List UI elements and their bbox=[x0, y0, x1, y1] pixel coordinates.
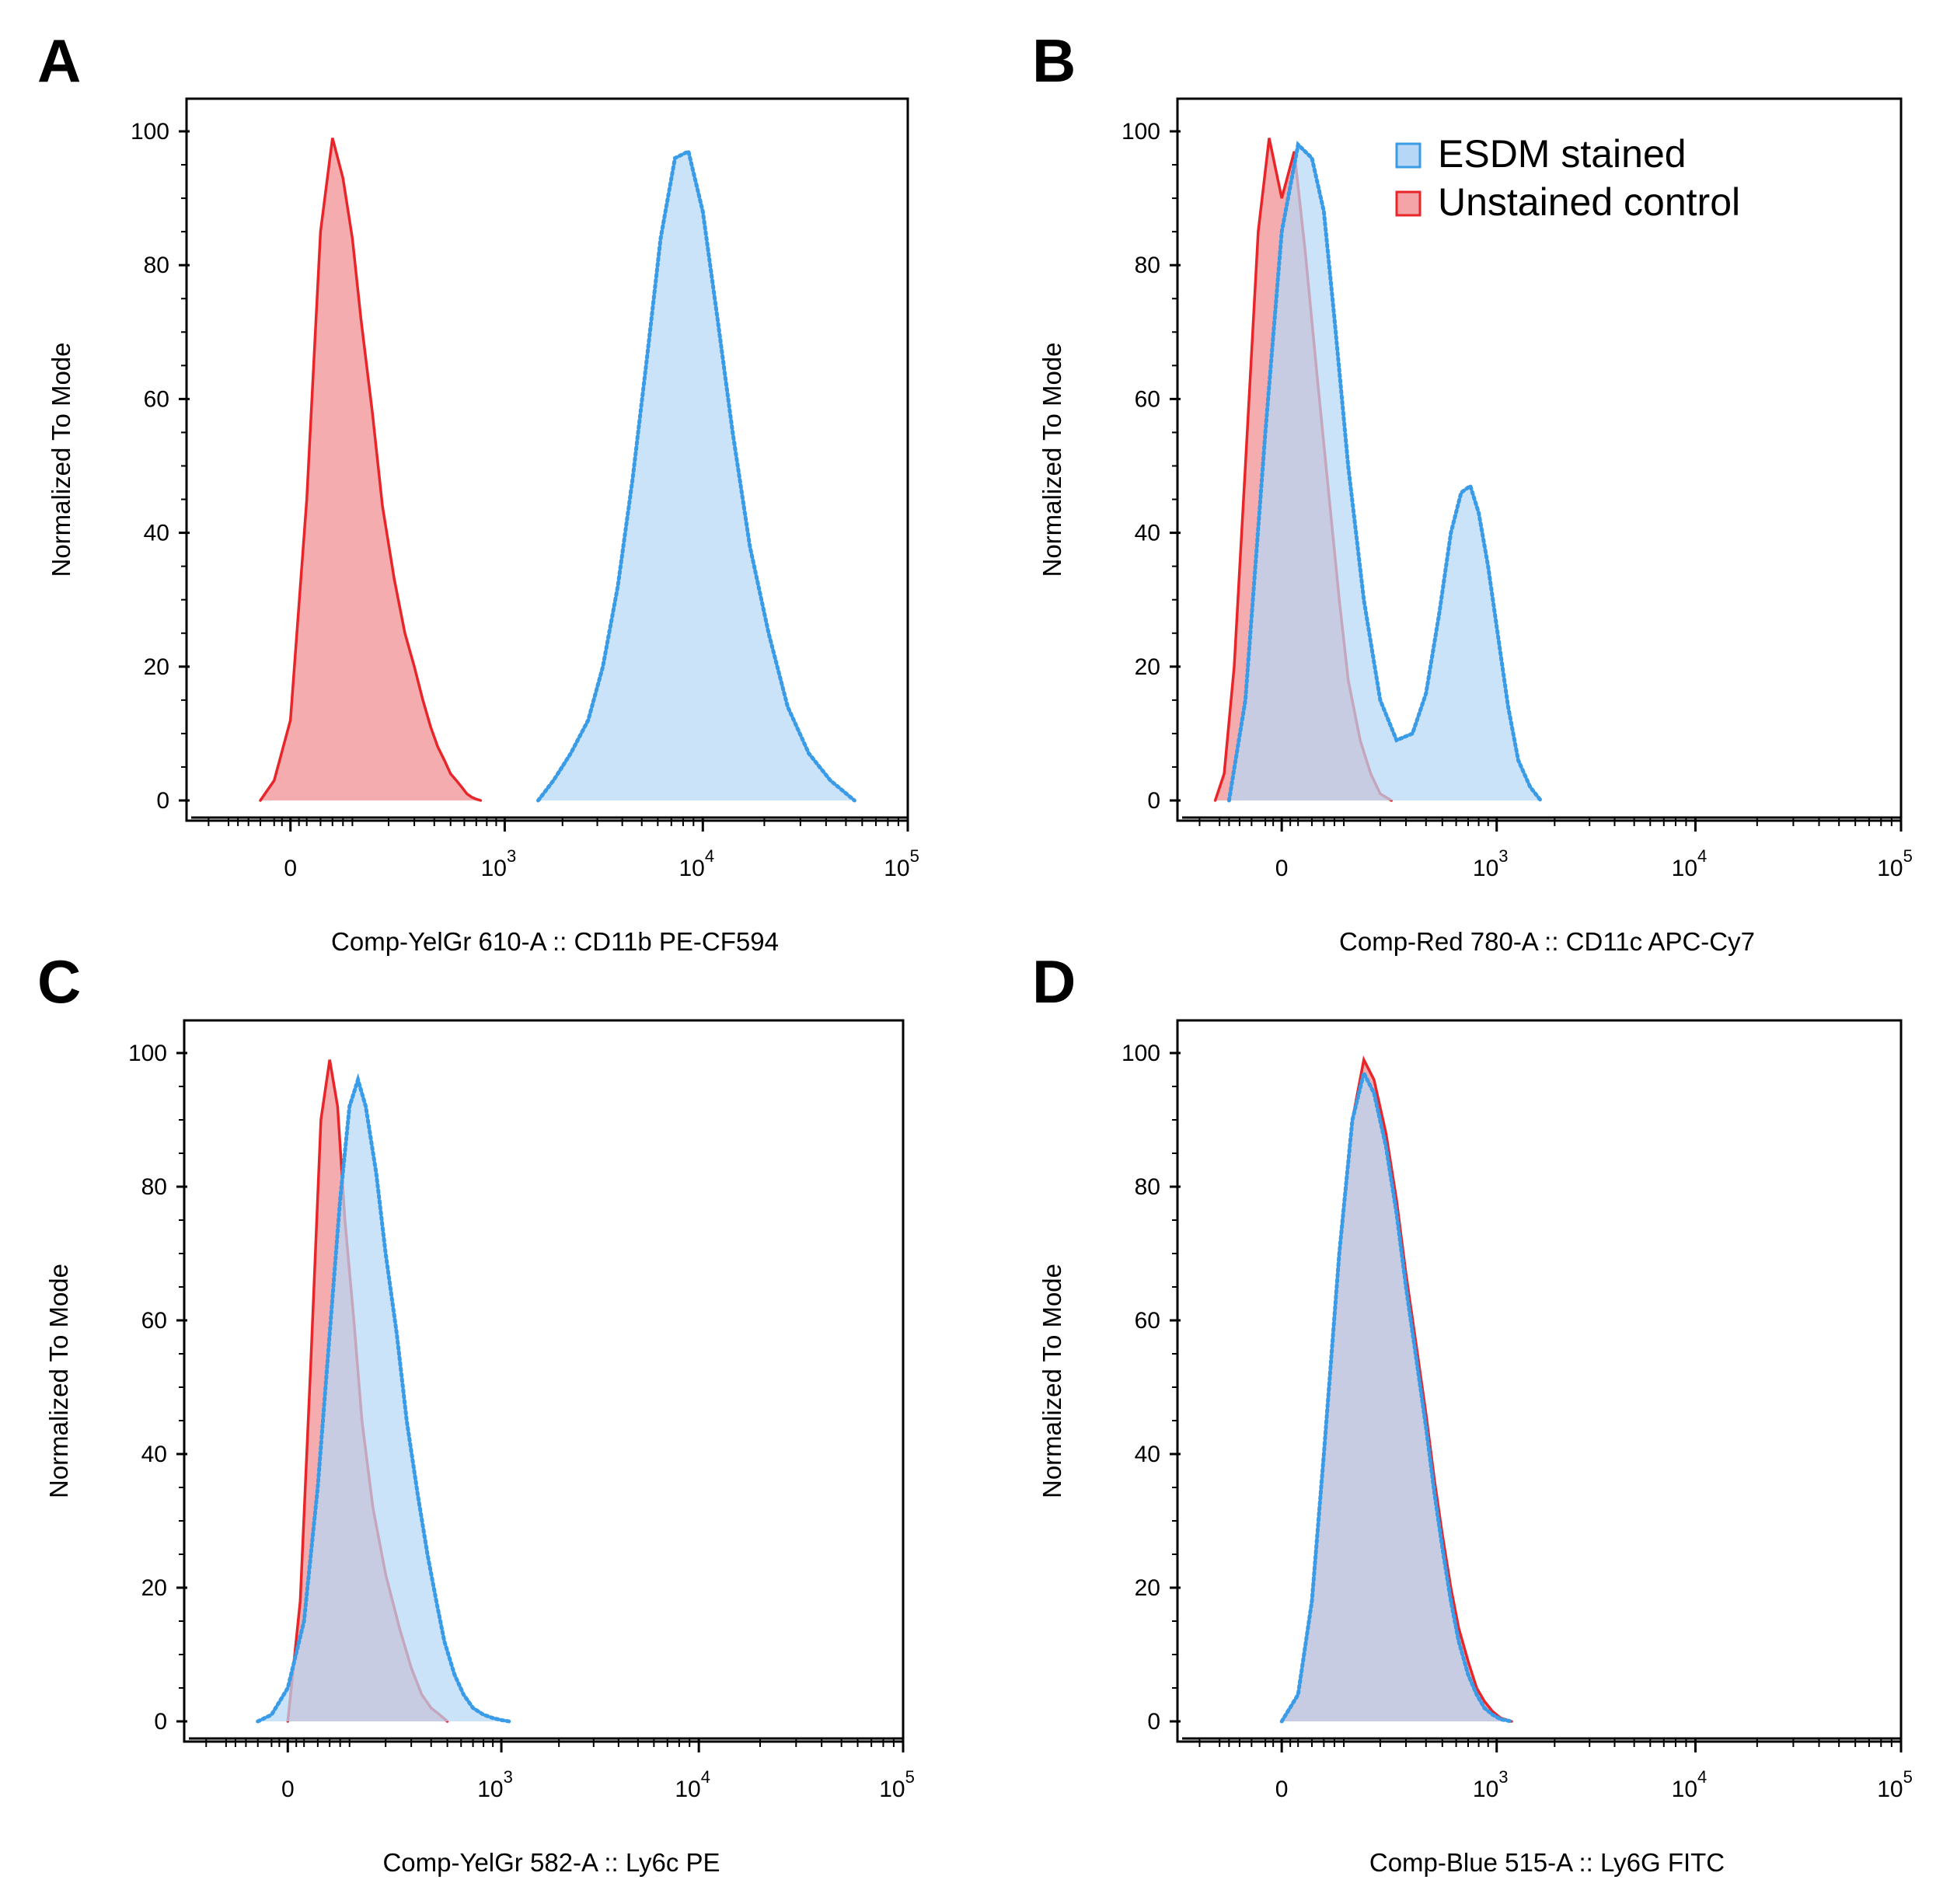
y-tick-label: 60 bbox=[141, 1308, 167, 1334]
series-line-esdm-stained bbox=[1279, 1067, 1514, 1724]
y-tick-label: 80 bbox=[1135, 253, 1160, 278]
y-tick-label: 60 bbox=[1135, 386, 1160, 412]
chart-panel-a: A 0 20 40 60 80 100 0 103 104 105 Comp-YelGr 610-A … bbox=[37, 26, 919, 956]
y-tick-label: 100 bbox=[131, 119, 169, 145]
y-tick-label: 60 bbox=[144, 386, 169, 412]
y-tick-label: 0 bbox=[156, 788, 169, 814]
x-tick-label: 103 bbox=[1473, 1767, 1509, 1802]
y-tick-label: 20 bbox=[1135, 1575, 1160, 1601]
y-tick-label: 20 bbox=[144, 654, 169, 680]
legend-swatch bbox=[1395, 190, 1421, 217]
y-tick-label: 100 bbox=[1121, 1041, 1160, 1066]
y-tick-label: 0 bbox=[154, 1709, 167, 1735]
plot-frame bbox=[1176, 1019, 1903, 1743]
chart-panel-d: D 0 20 40 60 80 100 0 103 104 105 Comp-Blue 515-A :… bbox=[1032, 947, 1913, 1877]
x-tick-label: 0 bbox=[1275, 1777, 1289, 1802]
panel-letter: D bbox=[1032, 947, 1076, 1016]
x-tick-label: 0 bbox=[284, 856, 297, 881]
x-tick-label: 105 bbox=[1877, 846, 1913, 881]
x-tick-label: 104 bbox=[1672, 1767, 1708, 1802]
y-axis-title: Normalized To Mode bbox=[1038, 1264, 1066, 1498]
x-tick-label: 103 bbox=[1473, 846, 1509, 881]
y-axis-title: Normalized To Mode bbox=[44, 1264, 73, 1498]
x-tick-label: 103 bbox=[481, 846, 517, 881]
x-tick-label: 105 bbox=[884, 846, 919, 881]
y-tick-label: 80 bbox=[141, 1174, 167, 1200]
series-fill-unstained-control bbox=[260, 138, 481, 801]
x-axis-title: Comp-Blue 515-A :: Ly6G FITC bbox=[1369, 1848, 1725, 1877]
legend-swatch bbox=[1395, 142, 1421, 169]
y-tick-label: 40 bbox=[1135, 1442, 1160, 1467]
series-fill-esdm-stained bbox=[538, 151, 855, 801]
x-tick-label: 104 bbox=[678, 846, 714, 881]
y-tick-label: 0 bbox=[1147, 788, 1160, 814]
y-tick-label: 80 bbox=[144, 253, 169, 278]
legend-label: ESDM stained bbox=[1438, 132, 1687, 176]
chart-panel-c: C 0 20 40 60 80 100 0 103 104 105 Comp-YelGr 582-A … bbox=[37, 947, 915, 1877]
series-fill-esdm-stained bbox=[1282, 1072, 1512, 1721]
y-tick-label: 0 bbox=[1147, 1709, 1160, 1735]
y-axis-title: Normalized To Mode bbox=[1038, 342, 1066, 577]
y-tick-label: 20 bbox=[141, 1575, 167, 1601]
legend-label: Unstained control bbox=[1438, 180, 1740, 224]
plot-frame bbox=[1176, 97, 1903, 822]
series-line-unstained-control bbox=[259, 138, 483, 802]
plot-frame bbox=[183, 1019, 905, 1743]
series-line-esdm-stained bbox=[256, 1072, 511, 1724]
plot-frame bbox=[185, 97, 909, 822]
x-tick-label: 0 bbox=[281, 1777, 295, 1802]
y-tick-label: 100 bbox=[1121, 119, 1160, 145]
y-tick-label: 40 bbox=[141, 1442, 167, 1467]
x-tick-label: 104 bbox=[1672, 846, 1708, 881]
x-tick-label: 103 bbox=[477, 1767, 513, 1802]
panel-letter: B bbox=[1032, 26, 1076, 95]
x-axis-title: Comp-YelGr 610-A :: CD11b PE-CF594 bbox=[331, 927, 779, 956]
panel-letter: A bbox=[37, 26, 81, 95]
y-tick-label: 40 bbox=[1135, 521, 1160, 546]
y-tick-label: 100 bbox=[128, 1041, 167, 1066]
series-fill-esdm-stained bbox=[257, 1079, 510, 1721]
y-axis-title: Normalized To Mode bbox=[47, 342, 75, 577]
y-tick-label: 80 bbox=[1135, 1174, 1160, 1200]
x-tick-label: 105 bbox=[1877, 1767, 1913, 1802]
x-axis-title: Comp-Red 780-A :: CD11c APC-Cy7 bbox=[1339, 927, 1755, 956]
y-tick-label: 60 bbox=[1135, 1308, 1160, 1334]
x-tick-label: 105 bbox=[879, 1767, 915, 1802]
y-tick-label: 20 bbox=[1135, 654, 1160, 680]
panel-letter: C bbox=[37, 947, 81, 1016]
y-tick-label: 40 bbox=[144, 521, 169, 546]
series-fill-esdm-stained bbox=[1229, 145, 1541, 800]
series-line-esdm-stained bbox=[1226, 141, 1543, 803]
x-tick-label: 0 bbox=[1275, 856, 1289, 881]
x-tick-label: 104 bbox=[675, 1767, 710, 1802]
series-line-esdm-stained bbox=[536, 148, 856, 803]
x-axis-title: Comp-YelGr 582-A :: Ly6c PE bbox=[382, 1848, 720, 1877]
